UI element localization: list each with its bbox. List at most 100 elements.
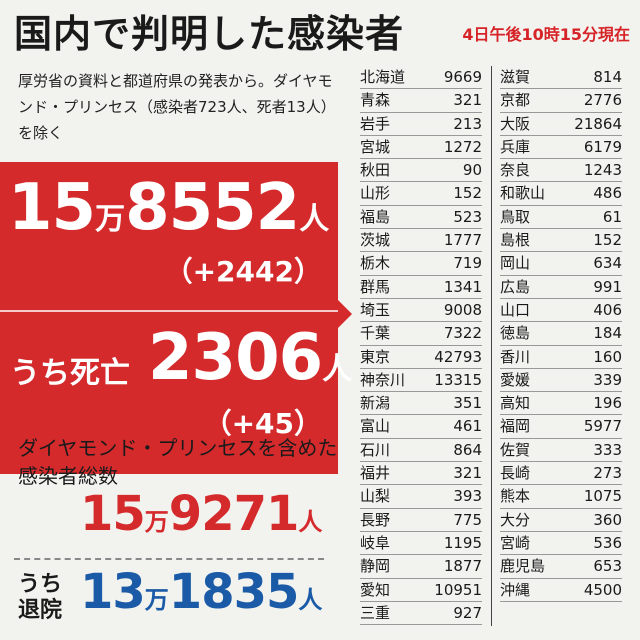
prefecture-name: 長野 xyxy=(360,510,391,529)
prefecture-name: 埼玉 xyxy=(360,300,391,319)
prefecture-count: 393 xyxy=(453,487,482,506)
prefecture-count: 6179 xyxy=(583,137,622,156)
prefecture-name: 熊本 xyxy=(500,487,531,506)
table-row: 北海道 9669 xyxy=(360,66,482,90)
prefecture-name: 福島 xyxy=(360,207,391,226)
table-row: 埼玉 9008 xyxy=(360,299,482,323)
table-row: 新潟 351 xyxy=(360,392,482,416)
table-row: 岩手 213 xyxy=(360,113,482,136)
table-row: 広島 991 xyxy=(500,276,622,299)
prefecture-name: 秋田 xyxy=(360,161,391,180)
red-divider xyxy=(0,310,338,312)
prefecture-name: 奈良 xyxy=(500,161,531,180)
pointer-arrow xyxy=(338,300,352,328)
recovered-unit: 人 xyxy=(298,586,323,614)
table-row: 千葉 7322 xyxy=(360,322,482,346)
table-row: 大分 360 xyxy=(500,509,622,532)
table-row: 静岡 1877 xyxy=(360,555,482,579)
prefecture-count: 406 xyxy=(593,300,622,319)
prefecture-name: 山形 xyxy=(360,184,391,203)
prefecture-count: 351 xyxy=(453,394,482,413)
table-row: 福井 321 xyxy=(360,462,482,486)
prefecture-name: 神奈川 xyxy=(360,370,406,389)
table-row: 徳島 184 xyxy=(500,322,622,346)
prefecture-count: 653 xyxy=(593,557,622,576)
prefecture-count: 333 xyxy=(593,440,622,459)
prefecture-name: 大阪 xyxy=(500,114,531,133)
including-cruise-rest: 9271 xyxy=(168,486,300,542)
table-row: 群馬 1341 xyxy=(360,276,482,299)
prefecture-count: 152 xyxy=(453,184,482,203)
prefecture-count: 10951 xyxy=(434,580,482,599)
deaths-unit: 人 xyxy=(322,352,353,387)
infected-rest: 8552 xyxy=(125,171,300,245)
dashed-divider xyxy=(14,558,324,560)
prefecture-name: 兵庫 xyxy=(500,137,531,156)
prefecture-name: 新潟 xyxy=(360,394,391,413)
prefecture-count: 486 xyxy=(593,184,622,203)
table-row: 石川 864 xyxy=(360,439,482,463)
table-row: 長崎 273 xyxy=(500,462,622,486)
prefecture-count: 864 xyxy=(453,440,482,459)
prefecture-name: 茨城 xyxy=(360,231,391,250)
recovered-total: 13万1835人 xyxy=(80,568,322,616)
prefecture-name: 和歌山 xyxy=(500,184,546,203)
prefecture-name: 香川 xyxy=(500,347,531,366)
table-row: 鳥取 61 xyxy=(500,206,622,230)
prefecture-name: 佐賀 xyxy=(500,440,531,459)
prefecture-count: 360 xyxy=(593,510,622,529)
prefecture-name: 石川 xyxy=(360,440,391,459)
prefecture-name: 富山 xyxy=(360,417,391,436)
prefecture-name: 青森 xyxy=(360,91,391,110)
table-row: 宮崎 536 xyxy=(500,532,622,556)
prefecture-name: 徳島 xyxy=(500,324,531,343)
prefecture-name: 高知 xyxy=(500,394,531,413)
table-row: 熊本 1075 xyxy=(500,485,622,509)
prefecture-count: 61 xyxy=(602,207,622,226)
table-row: 山口 406 xyxy=(500,299,622,323)
prefecture-name: 島根 xyxy=(500,231,531,250)
table-row: 富山 461 xyxy=(360,415,482,439)
table-row: 島根 152 xyxy=(500,229,622,253)
prefecture-name: 愛媛 xyxy=(500,370,531,389)
prefecture-name: 滋賀 xyxy=(500,68,531,86)
prefecture-count: 213 xyxy=(453,114,482,133)
prefecture-name: 鹿児島 xyxy=(500,557,546,576)
summary-panel: 厚労省の資料と都道府県の発表から。ダイヤモンド・プリンセス（感染者723人、死者… xyxy=(0,62,352,640)
prefecture-name: 山梨 xyxy=(360,487,391,506)
including-cruise-man: 15 xyxy=(80,486,146,542)
table-row: 福島 523 xyxy=(360,206,482,230)
prefecture-count: 321 xyxy=(453,464,482,483)
prefecture-count: 4500 xyxy=(583,580,622,599)
prefecture-name: 群馬 xyxy=(360,277,391,296)
prefecture-table: 北海道 9669 青森 321 岩手 213 宮城 1272 秋田 90 山形 152 福島 523 茨城 1… xyxy=(360,66,626,626)
prefecture-count: 927 xyxy=(453,603,482,622)
prefecture-count: 1341 xyxy=(443,277,482,296)
prefecture-name: 東京 xyxy=(360,347,391,366)
prefecture-name: 岡山 xyxy=(500,254,531,273)
prefecture-count: 814 xyxy=(593,68,622,86)
deaths-delta: （+45） xyxy=(203,407,322,440)
prefecture-count: 13315 xyxy=(434,370,482,389)
infected-man: 15 xyxy=(8,171,96,245)
including-cruise-label: ダイヤモンド・プリンセスを含めた感染者総数 xyxy=(18,436,338,488)
prefecture-count: 321 xyxy=(453,91,482,110)
prefecture-count: 536 xyxy=(593,533,622,552)
table-row: 宮城 1272 xyxy=(360,136,482,160)
prefecture-count: 2776 xyxy=(583,91,622,110)
table-row: 鹿児島 653 xyxy=(500,555,622,579)
prefecture-name: 福岡 xyxy=(500,417,531,436)
table-row: 山形 152 xyxy=(360,182,482,206)
prefecture-count: 184 xyxy=(593,324,622,343)
prefecture-count: 90 xyxy=(462,161,482,180)
recovered-man: 13 xyxy=(80,564,146,620)
table-row: 秋田 90 xyxy=(360,159,482,183)
prefecture-name: 広島 xyxy=(500,277,531,296)
table-row: 佐賀 333 xyxy=(500,439,622,463)
table-row: 三重 927 xyxy=(360,602,482,626)
including-cruise-total: 15万9271人 xyxy=(80,490,322,538)
prefecture-count: 7322 xyxy=(443,324,482,343)
table-row: 神奈川 13315 xyxy=(360,369,482,393)
including-cruise-man-unit: 万 xyxy=(144,508,169,536)
deaths-label: うち死亡 xyxy=(10,356,130,391)
